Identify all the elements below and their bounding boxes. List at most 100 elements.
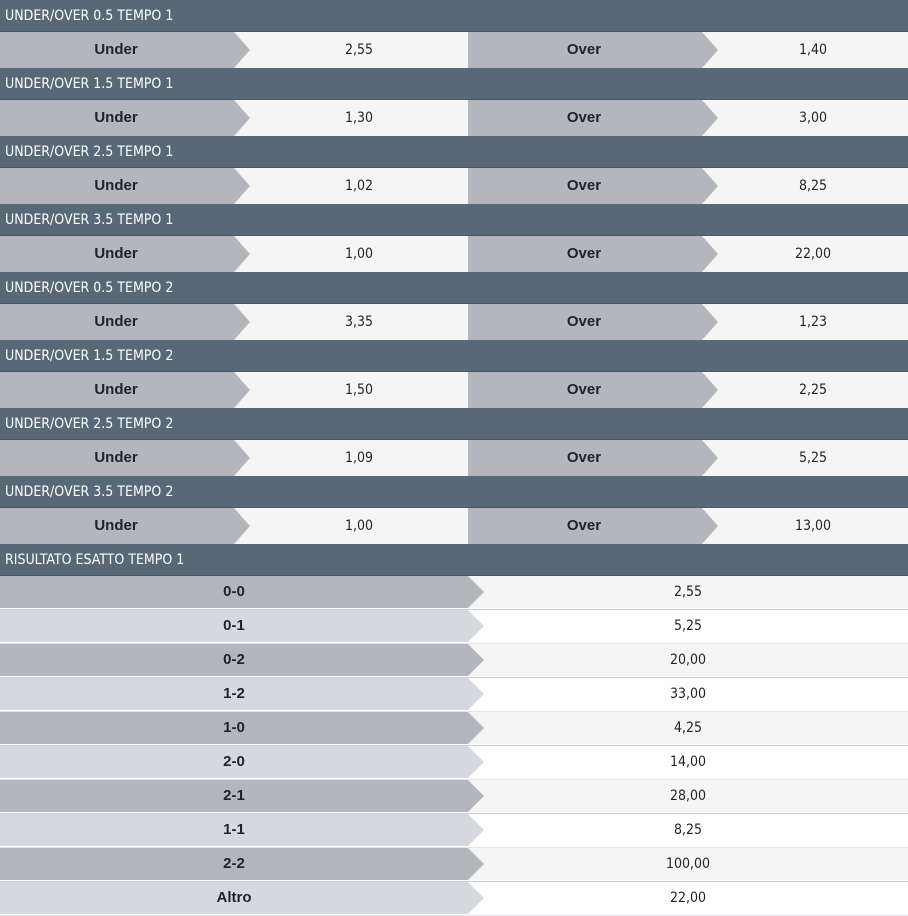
over-odd[interactable]: 13,00 [702, 508, 908, 544]
market-row: Under 1,00 Over 22,00 [0, 236, 908, 272]
under-selection[interactable]: Under 3,35 [0, 304, 468, 340]
score-row[interactable]: 0-1 5,25 [0, 610, 908, 644]
uo-section: UNDER/OVER 1.5 TEMPO 1 Under 1,30 Over 3… [0, 68, 908, 136]
score-odd[interactable]: 14,00 [468, 746, 908, 778]
score-row[interactable]: 0-0 2,55 [0, 576, 908, 610]
uo-section: UNDER/OVER 3.5 TEMPO 1 Under 1,00 Over 2… [0, 204, 908, 272]
market-title: UNDER/OVER 3.5 TEMPO 2 [0, 476, 908, 508]
under-selection[interactable]: Under 1,09 [0, 440, 468, 476]
under-selection[interactable]: Under 1,00 [0, 236, 468, 272]
under-odd[interactable]: 1,50 [234, 372, 468, 408]
score-label: 0-2 [0, 644, 484, 676]
score-row[interactable]: 2-2 100,00 [0, 848, 908, 882]
under-odd[interactable]: 1,30 [234, 100, 468, 136]
market-title: UNDER/OVER 0.5 TEMPO 2 [0, 272, 908, 304]
market-title: UNDER/OVER 2.5 TEMPO 2 [0, 408, 908, 440]
uo-section: UNDER/OVER 0.5 TEMPO 1 Under 2,55 Over 1… [0, 0, 908, 68]
under-odd[interactable]: 1,00 [234, 236, 468, 272]
over-selection[interactable]: Over 22,00 [468, 236, 908, 272]
market-row: Under 3,35 Over 1,23 [0, 304, 908, 340]
uo-section: UNDER/OVER 1.5 TEMPO 2 Under 1,50 Over 2… [0, 340, 908, 408]
score-odd[interactable]: 28,00 [468, 780, 908, 812]
under-selection[interactable]: Under 1,02 [0, 168, 468, 204]
market-row: Under 1,00 Over 13,00 [0, 508, 908, 544]
under-label: Under [0, 168, 250, 204]
under-odd[interactable]: 3,35 [234, 304, 468, 340]
score-row[interactable]: 2-0 14,00 [0, 746, 908, 780]
under-label: Under [0, 100, 250, 136]
score-label: Altro [0, 882, 484, 914]
uo-section: UNDER/OVER 2.5 TEMPO 1 Under 1,02 Over 8… [0, 136, 908, 204]
uo-section: UNDER/OVER 2.5 TEMPO 2 Under 1,09 Over 5… [0, 408, 908, 476]
score-row[interactable]: 1-2 33,00 [0, 678, 908, 712]
over-odd[interactable]: 2,25 [702, 372, 908, 408]
market-title: UNDER/OVER 1.5 TEMPO 1 [0, 68, 908, 100]
score-odd[interactable]: 100,00 [468, 848, 908, 880]
over-odd[interactable]: 1,40 [702, 32, 908, 68]
under-label: Under [0, 440, 250, 476]
score-label: 1-1 [0, 814, 484, 846]
score-label: 2-2 [0, 848, 484, 880]
score-odd[interactable]: 8,25 [468, 814, 908, 846]
score-row[interactable]: 0-2 20,00 [0, 644, 908, 678]
over-odd[interactable]: 8,25 [702, 168, 908, 204]
score-odd[interactable]: 33,00 [468, 678, 908, 710]
score-label: 1-0 [0, 712, 484, 744]
over-selection[interactable]: Over 1,40 [468, 32, 908, 68]
score-odd[interactable]: 22,00 [468, 882, 908, 914]
correct-score-section: RISULTATO ESATTO TEMPO 1 0-0 2,55 0-1 5,… [0, 544, 908, 916]
under-selection[interactable]: Under 1,00 [0, 508, 468, 544]
over-odd[interactable]: 22,00 [702, 236, 908, 272]
over-selection[interactable]: Over 1,23 [468, 304, 908, 340]
over-odd[interactable]: 5,25 [702, 440, 908, 476]
under-label: Under [0, 32, 250, 68]
over-selection[interactable]: Over 8,25 [468, 168, 908, 204]
over-label: Over [468, 372, 718, 408]
market-title: UNDER/OVER 1.5 TEMPO 2 [0, 340, 908, 372]
under-odd[interactable]: 1,09 [234, 440, 468, 476]
under-selection[interactable]: Under 1,30 [0, 100, 468, 136]
market-row: Under 2,55 Over 1,40 [0, 32, 908, 68]
under-odd[interactable]: 2,55 [234, 32, 468, 68]
over-label: Over [468, 100, 718, 136]
score-label: 1-2 [0, 678, 484, 710]
score-label: 0-0 [0, 576, 484, 608]
market-row: Under 1,09 Over 5,25 [0, 440, 908, 476]
score-row[interactable]: Altro 22,00 [0, 882, 908, 916]
over-label: Over [468, 32, 718, 68]
uo-section: UNDER/OVER 0.5 TEMPO 2 Under 3,35 Over 1… [0, 272, 908, 340]
market-row: Under 1,30 Over 3,00 [0, 100, 908, 136]
under-label: Under [0, 304, 250, 340]
score-row[interactable]: 1-0 4,25 [0, 712, 908, 746]
over-selection[interactable]: Over 13,00 [468, 508, 908, 544]
score-label: 2-0 [0, 746, 484, 778]
market-row: Under 1,02 Over 8,25 [0, 168, 908, 204]
score-odd[interactable]: 4,25 [468, 712, 908, 744]
market-title: UNDER/OVER 3.5 TEMPO 1 [0, 204, 908, 236]
score-odd[interactable]: 2,55 [468, 576, 908, 608]
score-odd[interactable]: 20,00 [468, 644, 908, 676]
score-row[interactable]: 2-1 28,00 [0, 780, 908, 814]
under-selection[interactable]: Under 2,55 [0, 32, 468, 68]
over-odd[interactable]: 3,00 [702, 100, 908, 136]
under-label: Under [0, 508, 250, 544]
over-selection[interactable]: Over 3,00 [468, 100, 908, 136]
over-odd[interactable]: 1,23 [702, 304, 908, 340]
over-label: Over [468, 440, 718, 476]
score-odd[interactable]: 5,25 [468, 610, 908, 642]
market-title: UNDER/OVER 0.5 TEMPO 1 [0, 0, 908, 32]
under-odd[interactable]: 1,02 [234, 168, 468, 204]
under-selection[interactable]: Under 1,50 [0, 372, 468, 408]
over-label: Over [468, 304, 718, 340]
under-odd[interactable]: 1,00 [234, 508, 468, 544]
score-label: 0-1 [0, 610, 484, 642]
market-title: UNDER/OVER 2.5 TEMPO 1 [0, 136, 908, 168]
market-title: RISULTATO ESATTO TEMPO 1 [0, 544, 908, 576]
over-label: Over [468, 236, 718, 272]
over-selection[interactable]: Over 5,25 [468, 440, 908, 476]
score-row[interactable]: 1-1 8,25 [0, 814, 908, 848]
under-label: Under [0, 236, 250, 272]
over-selection[interactable]: Over 2,25 [468, 372, 908, 408]
market-row: Under 1,50 Over 2,25 [0, 372, 908, 408]
